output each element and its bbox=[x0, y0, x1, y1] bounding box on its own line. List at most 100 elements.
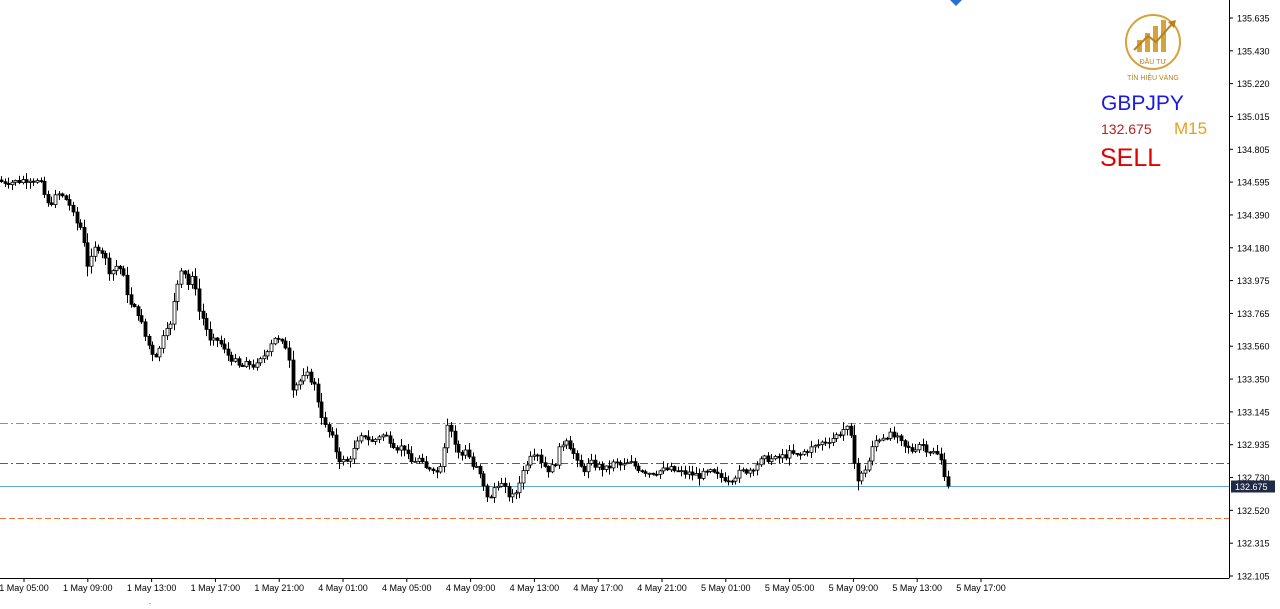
candle-bear bbox=[39, 180, 44, 182]
signal-label: SELL bbox=[1100, 144, 1161, 172]
candle-bear bbox=[852, 434, 857, 464]
candle-bull bbox=[355, 440, 360, 449]
candle-bull bbox=[157, 347, 162, 358]
logo-trend-arrow-icon bbox=[1133, 23, 1173, 51]
candle-bear bbox=[103, 253, 108, 259]
candle-bear bbox=[125, 274, 130, 296]
candle-bull bbox=[759, 458, 764, 466]
candle-bear bbox=[215, 337, 220, 341]
price-tick-label: 135.430 bbox=[1237, 46, 1270, 56]
price-axis[interactable]: 135.635 135.430 135.220 135.015 134.805 134.5… bbox=[1229, 14, 1270, 582]
candle-bear bbox=[571, 448, 576, 454]
candle-bear bbox=[600, 463, 605, 470]
candle-bull bbox=[492, 487, 497, 498]
candle-bear bbox=[568, 440, 573, 449]
candle-bear bbox=[147, 335, 152, 346]
time-tick-label: 1 May 17:00 bbox=[191, 583, 241, 593]
candle-bear bbox=[672, 466, 677, 472]
candle-bear bbox=[636, 465, 641, 472]
price-tick-label: 132.730 bbox=[1237, 473, 1270, 483]
candle-bear bbox=[431, 468, 436, 472]
candle-bear bbox=[791, 450, 796, 454]
logo-bottom-text: TÍN HIỆU VÀNG bbox=[1127, 73, 1179, 82]
candle-bull bbox=[168, 323, 173, 329]
price-tick-label: 132.520 bbox=[1237, 506, 1270, 516]
candle-bull bbox=[474, 465, 479, 468]
candle-bear bbox=[67, 199, 72, 206]
candle-bear bbox=[395, 447, 400, 451]
candle-bear bbox=[327, 424, 332, 433]
candle-bull bbox=[442, 447, 447, 467]
candle-bear bbox=[291, 359, 296, 391]
price-tick-label: 134.390 bbox=[1237, 210, 1270, 220]
candle-bear bbox=[435, 470, 440, 473]
candle-bear bbox=[420, 457, 425, 463]
candle-bear bbox=[507, 486, 512, 498]
candle-bull bbox=[881, 437, 886, 441]
time-tick-label: 1 May 13:00 bbox=[127, 583, 177, 593]
candle-bear bbox=[935, 450, 940, 455]
candle-bull bbox=[13, 180, 18, 183]
candle-bull bbox=[255, 362, 260, 368]
current-price-tag-bg bbox=[1231, 480, 1275, 493]
logo-bar-icon bbox=[1153, 26, 1158, 52]
time-axis[interactable]: 1 May 05:00 1 May 09:00 1 May 13:00 1 May 1… bbox=[0, 578, 1006, 593]
candle-bear bbox=[579, 459, 584, 467]
candle-bear bbox=[64, 195, 69, 200]
candle-bear bbox=[0, 179, 4, 183]
candle-bull bbox=[604, 465, 609, 470]
candle-bear bbox=[132, 303, 137, 308]
candle-bull bbox=[190, 276, 195, 285]
candle-bear bbox=[406, 449, 411, 455]
candle-bull bbox=[661, 467, 666, 472]
candle-bear bbox=[323, 417, 328, 425]
candle-bear bbox=[478, 465, 483, 475]
candle-bear bbox=[136, 306, 141, 316]
logo-arrow-head-icon bbox=[1168, 20, 1176, 28]
candle-bear bbox=[535, 454, 540, 457]
candle-bull bbox=[165, 327, 170, 337]
candle-bull bbox=[780, 454, 785, 459]
candle-bear bbox=[651, 472, 656, 475]
candle-bull bbox=[834, 434, 839, 439]
candle-bear bbox=[640, 470, 645, 473]
price-tick-label: 132.105 bbox=[1237, 572, 1270, 582]
candle-bear bbox=[892, 431, 897, 438]
candle-bear bbox=[237, 358, 242, 366]
candle-bear bbox=[121, 268, 126, 276]
candle-bear bbox=[503, 482, 508, 487]
candle-bull bbox=[737, 469, 742, 479]
candle-bull bbox=[748, 469, 753, 474]
shift-marker-icon[interactable] bbox=[950, 0, 962, 6]
time-tick-label: 5 May 17:00 bbox=[956, 583, 1006, 593]
time-tick-label: 1 May 09:00 bbox=[63, 583, 113, 593]
candle-bull bbox=[550, 464, 555, 473]
candle-bear bbox=[697, 473, 702, 479]
candle-bull bbox=[589, 459, 594, 464]
candle-bull bbox=[687, 471, 692, 475]
candle-bear bbox=[766, 455, 771, 463]
candle-bull bbox=[917, 444, 922, 451]
price-tick-label: 135.015 bbox=[1237, 112, 1270, 122]
candle-bull bbox=[586, 463, 591, 473]
candle-bull bbox=[679, 470, 684, 473]
candle-bear bbox=[402, 445, 407, 451]
candle-bear bbox=[939, 453, 944, 461]
candle-bull bbox=[622, 463, 627, 466]
candle-bear bbox=[366, 436, 371, 441]
candle-bear bbox=[280, 338, 285, 342]
time-tick-label: 1 May 05:00 bbox=[0, 583, 49, 593]
candle-bear bbox=[309, 371, 314, 383]
candle-bull bbox=[611, 461, 616, 469]
candle-bear bbox=[607, 465, 612, 469]
candle-bull bbox=[629, 461, 634, 464]
candle-bull bbox=[244, 361, 249, 368]
candle-bear bbox=[17, 180, 22, 184]
candle-bull bbox=[172, 301, 177, 325]
candle-bull bbox=[787, 450, 792, 459]
candle-bear bbox=[100, 250, 105, 254]
candle-bull bbox=[863, 469, 868, 474]
